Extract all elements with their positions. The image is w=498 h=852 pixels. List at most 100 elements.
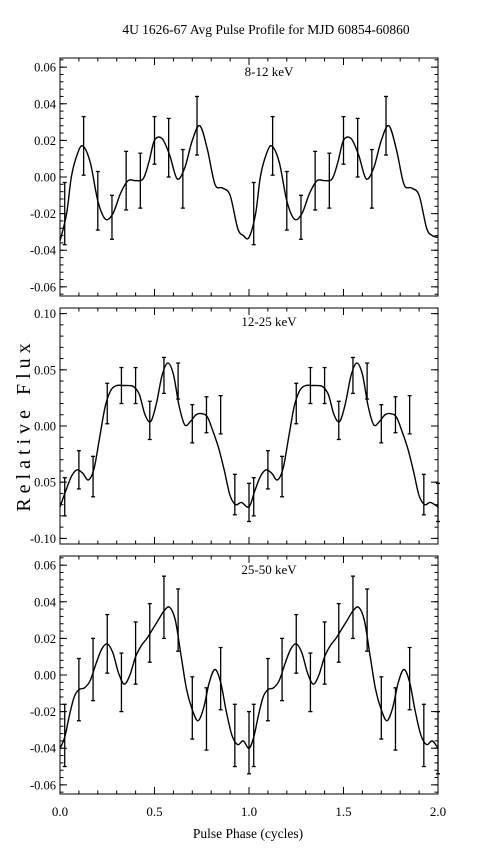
error-bar (218, 395, 223, 435)
error-bar (336, 602, 341, 663)
energy-band-label: 8-12 keV (245, 64, 294, 79)
error-bar (436, 710, 440, 775)
panel-3: -0.06 -0.04 -0.02 0.00 0.02 0.04 0.06 25-50 keV… (30, 555, 446, 819)
error-bar (138, 152, 143, 209)
error-bar (308, 366, 313, 405)
x-tick-label: 1.0 (241, 804, 257, 819)
error-bar (265, 450, 270, 490)
y-tick-label: 0.04 (34, 97, 57, 111)
y-tick-label: 0.05 (34, 363, 56, 377)
error-bar (379, 403, 384, 444)
error-bar (251, 703, 256, 768)
error-bar (421, 703, 426, 768)
error-bar (379, 676, 384, 740)
error-bar (91, 637, 96, 702)
panel-frame (59, 57, 439, 297)
error-bar (190, 676, 195, 740)
y-tick-label: -0.04 (30, 742, 57, 756)
error-bar (152, 115, 157, 165)
error-bar (105, 382, 110, 425)
error-bar (62, 181, 67, 246)
error-bar (76, 657, 81, 722)
error-bar (298, 194, 303, 240)
error-bar (81, 115, 86, 176)
error-bar (190, 403, 195, 444)
y-tick-label: -0.06 (30, 280, 56, 294)
error-bar (119, 366, 124, 405)
error-bar (218, 646, 223, 711)
y-tick-label: 0.06 (34, 559, 56, 573)
y-tick-label: 0.00 (34, 669, 56, 683)
error-bar (280, 455, 285, 498)
error-bar (407, 395, 412, 435)
y-tick-label: 0.00 (34, 171, 56, 185)
x-tick-label: 1.5 (335, 804, 351, 819)
error-bar (251, 181, 256, 246)
error-bar (247, 482, 251, 523)
x-tick-label: 2.0 (430, 804, 446, 819)
error-bar (393, 396, 398, 434)
error-bar (393, 687, 398, 751)
error-bar (204, 396, 209, 434)
error-bar (124, 150, 129, 211)
error-bar (369, 148, 374, 209)
error-bar (280, 637, 285, 702)
error-bar (62, 477, 67, 517)
error-bar (95, 170, 100, 231)
error-bar (147, 400, 152, 441)
error-bar (436, 482, 440, 523)
error-bar (308, 652, 313, 713)
error-bar (355, 117, 360, 178)
y-tick-label: 0.02 (34, 632, 56, 646)
error-bar (384, 95, 389, 156)
error-bar (322, 366, 327, 405)
y-tick-label: -0.06 (30, 778, 56, 792)
y-tick-label: -0.02 (30, 207, 56, 221)
error-bar (180, 148, 185, 209)
y-tick-label: 0.02 (34, 134, 56, 148)
chart-panels: -0.06 -0.04 -0.02 0.00 0.02 0.04 0.06 8-12 keV -… (30, 57, 446, 819)
y-tick-label: -0.02 (30, 705, 56, 719)
error-bar (336, 400, 341, 441)
error-bar (176, 588, 181, 652)
error-bar (284, 170, 289, 231)
y-axis-label: Relative Flux (13, 338, 35, 511)
y-tick-label: 0.05 (34, 476, 56, 490)
error-bar (251, 477, 256, 517)
y-tick-label: 0.06 (34, 61, 56, 75)
x-tick-label: 0.0 (52, 804, 68, 819)
error-bar (270, 115, 275, 176)
x-tick-label: 0.5 (146, 804, 162, 819)
error-bar (91, 455, 96, 498)
error-bar (166, 117, 171, 178)
error-bar (294, 382, 299, 425)
error-bar (133, 366, 138, 405)
x-axis-label: Pulse Phase (cycles) (193, 826, 303, 841)
error-bar (105, 613, 110, 674)
error-bar (119, 652, 124, 713)
error-bar (62, 703, 67, 768)
error-bar (247, 710, 251, 775)
error-bar (147, 602, 152, 663)
error-bar (407, 646, 412, 711)
panel-2: -0.10 0.05 0.00 0.05 0.10 12-25 keV (30, 307, 440, 546)
error-bar (350, 575, 355, 640)
energy-band-label: 12-25 keV (241, 314, 297, 329)
error-bar (421, 473, 426, 516)
y-tick-label: -0.10 (30, 532, 56, 546)
error-bar (176, 362, 181, 400)
y-tick-label: -0.04 (30, 244, 57, 258)
error-bar (76, 450, 81, 490)
profile-curve (60, 124, 438, 242)
error-bar (195, 95, 200, 156)
error-bar (365, 588, 370, 652)
error-bar (265, 657, 270, 722)
chart-title: 4U 1626-67 Avg Pulse Profile for MJD 608… (122, 22, 410, 37)
error-bar (133, 621, 138, 685)
y-tick-label: 0.04 (34, 595, 57, 609)
error-bar (313, 150, 318, 211)
error-bar (204, 687, 209, 751)
error-bar (365, 362, 370, 400)
error-bar (109, 194, 114, 240)
